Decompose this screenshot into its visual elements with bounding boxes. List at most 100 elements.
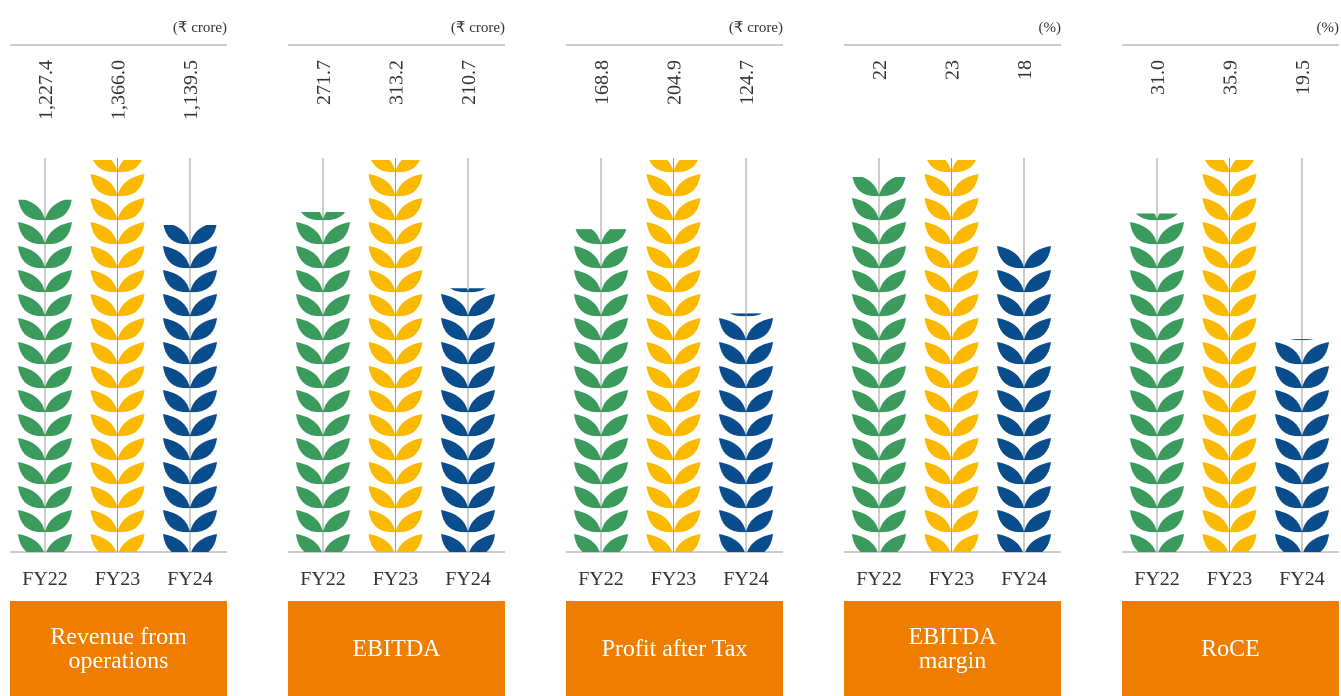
leaf — [879, 414, 906, 437]
leaf — [1157, 486, 1184, 509]
leaf — [879, 366, 906, 389]
leaf — [1303, 534, 1329, 552]
leaf — [90, 198, 118, 221]
leaf — [441, 438, 468, 461]
leaf — [1157, 294, 1184, 317]
leaf — [90, 174, 118, 197]
leaf — [879, 462, 906, 485]
leaf — [395, 438, 423, 461]
leaf — [649, 160, 674, 173]
leaf — [1024, 222, 1051, 244]
value-label: 1,366.0 — [108, 60, 130, 120]
leaf — [646, 534, 673, 552]
leaf — [469, 534, 495, 552]
leaf — [1130, 294, 1157, 317]
leaf — [117, 366, 145, 389]
leaf — [395, 198, 423, 221]
leaf — [746, 486, 773, 509]
leaf — [296, 462, 323, 485]
leaf — [368, 270, 396, 293]
leaf — [852, 294, 879, 317]
leaf — [117, 390, 145, 413]
leaf — [951, 270, 979, 293]
leaf — [879, 342, 906, 365]
leaf — [18, 462, 45, 485]
leaf — [18, 390, 45, 413]
leaf — [1275, 414, 1302, 437]
leaf — [163, 534, 189, 552]
leaf — [719, 366, 746, 389]
leaf — [117, 198, 145, 221]
leaf — [1202, 366, 1230, 389]
metric-title: Revenue from operations — [10, 601, 227, 696]
leaf — [852, 270, 879, 293]
leaf — [601, 229, 627, 245]
bar — [719, 313, 773, 552]
leaf — [368, 438, 396, 461]
leaf — [574, 414, 601, 437]
leaf — [324, 534, 350, 552]
leaf — [323, 486, 350, 509]
leaf — [951, 510, 979, 533]
leaf — [879, 390, 906, 413]
leaf — [190, 462, 217, 485]
leaf — [395, 294, 423, 317]
leaf — [746, 366, 773, 389]
leaf — [395, 222, 423, 245]
leaf — [1157, 462, 1184, 485]
leaf — [323, 294, 350, 317]
leaf — [441, 366, 468, 389]
x-tick-label: FY24 — [167, 568, 213, 590]
leaf — [296, 414, 323, 437]
leaf — [674, 534, 701, 552]
leaf — [1275, 438, 1302, 461]
leaf — [746, 414, 773, 437]
leaf — [468, 438, 495, 461]
leaf — [163, 224, 190, 245]
leaf — [163, 414, 190, 437]
leaf — [163, 510, 190, 533]
leaf — [190, 294, 217, 317]
x-tick-label: FY22 — [856, 568, 902, 590]
leaf — [190, 390, 217, 413]
leaf — [45, 318, 72, 341]
leaf — [395, 246, 423, 269]
leaf — [601, 366, 628, 389]
leaf — [1157, 213, 1178, 221]
leaf — [117, 222, 145, 245]
leaf — [951, 246, 979, 269]
leaf — [924, 198, 952, 221]
leaf — [90, 246, 118, 269]
leaf — [924, 342, 952, 365]
leaf — [879, 318, 906, 341]
unit-label: (%) — [1039, 20, 1062, 36]
leaf — [395, 160, 420, 173]
leaf — [879, 222, 906, 245]
leaf — [118, 534, 145, 552]
leaf — [46, 534, 72, 553]
leaf — [997, 534, 1023, 553]
leaf — [1024, 342, 1051, 365]
leaf — [395, 270, 423, 293]
leaf — [1229, 222, 1257, 245]
leaf — [1229, 414, 1257, 437]
leaf — [1157, 414, 1184, 437]
leaf — [719, 390, 746, 413]
leaf — [1202, 222, 1230, 245]
leaf — [1130, 486, 1157, 509]
leaf — [296, 438, 323, 461]
leaf — [852, 246, 879, 269]
leaf — [45, 342, 72, 365]
leaf — [601, 510, 628, 533]
leaf — [997, 462, 1024, 485]
leaf — [1157, 342, 1184, 365]
leaf — [924, 390, 952, 413]
leaf — [117, 270, 145, 293]
leaf — [719, 414, 746, 437]
leaf — [395, 486, 423, 509]
leaf — [852, 150, 879, 172]
leaf — [1157, 438, 1184, 461]
value-label: 210.7 — [458, 60, 480, 105]
leaf — [18, 438, 45, 461]
